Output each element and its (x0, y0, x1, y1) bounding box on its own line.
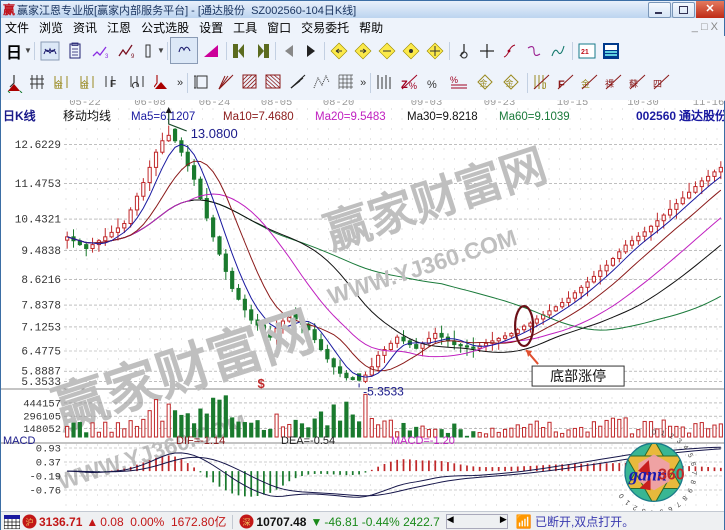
svg-text:10-15: 10-15 (557, 100, 589, 109)
svg-text:05-22: 05-22 (69, 100, 101, 109)
svg-text:21: 21 (581, 49, 589, 56)
svg-text:$: $ (258, 376, 266, 391)
svg-text:金: 金 (581, 78, 590, 89)
svg-text:蘇: 蘇 (629, 78, 638, 89)
svg-text:11.4753: 11.4753 (15, 179, 61, 191)
svg-text:0: 0 (618, 492, 626, 499)
svg-text:0.93: 0.93 (36, 444, 61, 456)
svg-text:7.8378: 7.8378 (21, 301, 61, 313)
svg-text:F: F (558, 79, 565, 91)
svg-text:10.4321: 10.4321 (15, 215, 62, 227)
svg-text:13.0800: 13.0800 (191, 126, 238, 141)
svg-text:-0.19: -0.19 (29, 472, 61, 484)
svg-text:Ma10=7.4680: Ma10=7.4680 (223, 111, 294, 123)
svg-text:底部涨停: 底部涨停 (550, 368, 606, 384)
svg-text:444157: 444157 (23, 398, 61, 410)
svg-text:9.4838: 9.4838 (21, 246, 61, 258)
svg-text:赢家财富网: 赢家财富网 (318, 139, 553, 260)
svg-text:DIF=-1.14: DIF=-1.14 (176, 435, 225, 447)
svg-text:360: 360 (658, 466, 685, 483)
svg-text:0: 0 (652, 429, 656, 436)
svg-text:2: 2 (632, 503, 639, 511)
svg-text:MACD=-1.20: MACD=-1.20 (391, 435, 455, 447)
svg-text:赢家财富网: 赢家财富网 (46, 301, 321, 441)
svg-text:J: J (542, 81, 547, 91)
svg-text:4: 4 (681, 444, 689, 451)
svg-text:沪: 沪 (26, 517, 34, 527)
svg-text:002560: 002560 (636, 109, 676, 123)
svg-text:8: 8 (688, 479, 696, 485)
svg-text:7.1253: 7.1253 (21, 322, 61, 334)
svg-text:%: % (427, 79, 437, 91)
svg-text:通达股份: 通达股份 (679, 108, 724, 123)
svg-text:金: 金 (54, 79, 63, 90)
svg-text:Ma30=9.8218: Ma30=9.8218 (407, 111, 478, 123)
svg-text:%: % (409, 81, 417, 91)
svg-text:0.37: 0.37 (36, 458, 61, 470)
svg-text:11-16: 11-16 (693, 100, 724, 109)
svg-text:8.6216: 8.6216 (21, 275, 61, 287)
svg-text:296105: 296105 (23, 412, 61, 424)
svg-text:9: 9 (685, 487, 693, 494)
svg-text:DEA=-0.54: DEA=-0.54 (281, 435, 335, 447)
svg-text:-5.3533: -5.3533 (363, 384, 404, 398)
svg-text:5: 5 (686, 452, 694, 459)
svg-text:Ma5=6.1207: Ma5=6.1207 (131, 111, 195, 123)
svg-text:8: 8 (680, 494, 688, 502)
svg-text:08-05: 08-05 (261, 100, 293, 109)
svg-text:08-20: 08-20 (323, 100, 355, 109)
svg-text:-0.76: -0.76 (29, 486, 61, 498)
svg-text:10-30: 10-30 (627, 100, 659, 109)
svg-text:祼: 祼 (605, 79, 614, 89)
svg-text:09-23: 09-23 (484, 100, 516, 109)
svg-text:6.4775: 6.4775 (21, 347, 61, 359)
svg-text:Ma60=9.1039: Ma60=9.1039 (499, 111, 570, 123)
svg-text:金: 金 (506, 78, 514, 88)
svg-text:1: 1 (624, 498, 632, 506)
svg-text:12.6229: 12.6229 (15, 140, 61, 152)
svg-text:金: 金 (80, 79, 89, 90)
svg-text:四: 四 (653, 79, 662, 89)
svg-text:3: 3 (105, 54, 109, 60)
svg-text:7: 7 (674, 500, 681, 508)
svg-text:金: 金 (480, 78, 488, 88)
svg-text:日K线: 日K线 (3, 108, 36, 123)
svg-text:09-03: 09-03 (411, 100, 443, 109)
svg-text:6: 6 (667, 504, 674, 511)
svg-text:9: 9 (131, 54, 135, 60)
svg-text:深: 深 (243, 518, 251, 527)
svg-text:MACD: MACD (3, 435, 35, 447)
svg-text:%: % (450, 75, 458, 85)
svg-text:F: F (110, 79, 116, 90)
svg-text:06-08: 06-08 (134, 100, 166, 109)
svg-text:7: 7 (690, 471, 697, 475)
svg-text:3: 3 (675, 438, 683, 446)
svg-text:06-24: 06-24 (199, 100, 231, 109)
svg-text:Ma20=9.5483: Ma20=9.5483 (315, 111, 386, 123)
svg-text:移动均线: 移动均线 (63, 109, 111, 123)
svg-text:6: 6 (689, 461, 697, 466)
